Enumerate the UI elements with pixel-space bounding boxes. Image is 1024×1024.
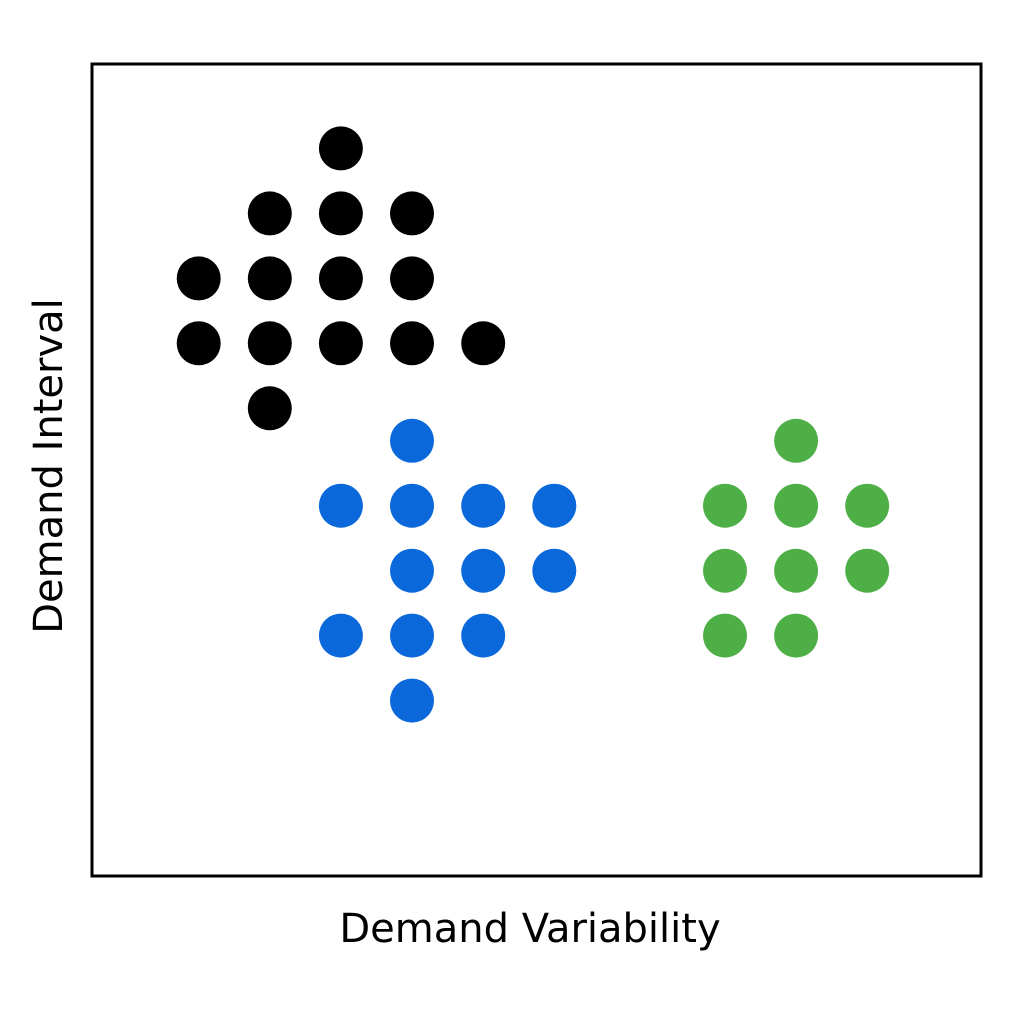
data-point-2-5 <box>532 483 577 528</box>
points-layer <box>176 126 890 723</box>
data-point-1-10 <box>247 321 292 366</box>
data-point-2-1 <box>390 418 434 463</box>
data-point-3-3 <box>774 483 819 528</box>
data-point-1-2 <box>247 191 292 236</box>
data-point-1-8 <box>390 256 434 301</box>
data-point-1-3 <box>318 191 363 236</box>
data-point-1-7 <box>318 256 363 301</box>
data-point-3-2 <box>703 483 747 528</box>
series-1 <box>176 126 506 431</box>
data-point-3-9 <box>774 613 819 658</box>
data-point-2-6 <box>390 548 434 593</box>
data-point-2-11 <box>461 613 506 658</box>
data-point-3-4 <box>845 483 890 528</box>
data-point-1-5 <box>176 256 221 301</box>
data-point-1-12 <box>390 321 434 366</box>
data-point-2-3 <box>390 483 434 528</box>
data-point-3-6 <box>774 548 819 593</box>
data-point-1-13 <box>461 321 506 366</box>
series-2 <box>318 418 577 723</box>
data-point-2-7 <box>461 548 506 593</box>
data-point-3-5 <box>703 548 747 593</box>
data-point-1-11 <box>318 321 363 366</box>
data-point-3-7 <box>845 548 890 593</box>
data-point-2-4 <box>461 483 506 528</box>
data-point-1-6 <box>247 256 292 301</box>
x-axis-label: Demand Variability <box>339 906 720 952</box>
data-point-1-1 <box>318 126 363 171</box>
data-point-2-10 <box>390 613 434 658</box>
data-point-2-9 <box>318 613 363 658</box>
data-point-2-12 <box>390 678 434 723</box>
data-point-3-1 <box>774 418 819 463</box>
data-point-3-8 <box>703 613 747 658</box>
series-3 <box>703 418 890 658</box>
data-point-1-4 <box>390 191 434 236</box>
data-point-2-2 <box>318 483 363 528</box>
plot-area-frame <box>90 62 983 878</box>
data-point-1-9 <box>176 321 221 366</box>
data-point-2-8 <box>532 548 577 593</box>
y-axis-label: Demand Interval <box>26 298 72 634</box>
data-point-1-14 <box>247 386 292 431</box>
